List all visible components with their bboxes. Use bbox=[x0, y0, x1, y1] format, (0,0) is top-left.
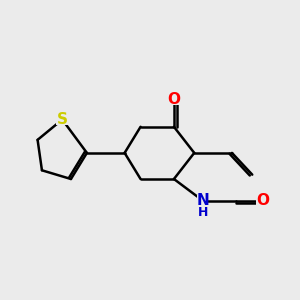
FancyBboxPatch shape bbox=[168, 94, 180, 105]
Text: O: O bbox=[256, 193, 269, 208]
FancyBboxPatch shape bbox=[197, 195, 208, 206]
Text: N: N bbox=[196, 193, 209, 208]
Text: H: H bbox=[198, 206, 208, 220]
Text: O: O bbox=[167, 92, 180, 107]
FancyBboxPatch shape bbox=[56, 114, 68, 125]
Text: S: S bbox=[57, 112, 68, 127]
FancyBboxPatch shape bbox=[256, 195, 268, 206]
